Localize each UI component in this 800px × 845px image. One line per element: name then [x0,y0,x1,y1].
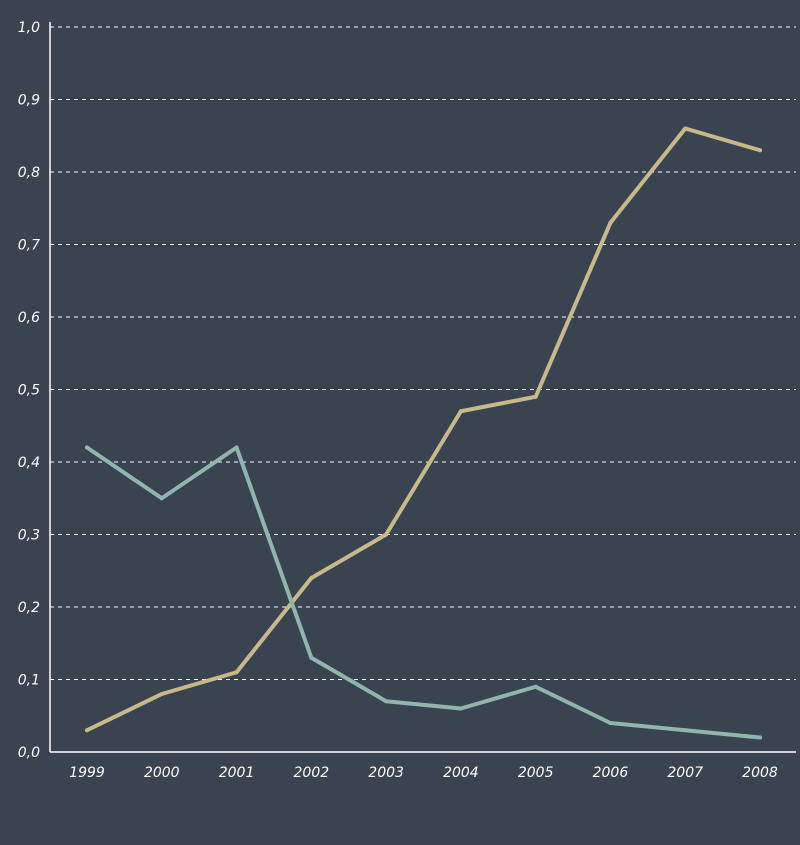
y-tick-label: 0,4 [18,455,40,471]
series-teal-point [758,735,762,740]
series-teal-point [384,699,389,704]
y-tick-label: 0,9 [18,93,40,109]
y-tick-label: 0,5 [18,383,40,399]
x-tick-label: 2007 [667,765,703,781]
series-tan-point [234,670,239,675]
series-teal-point [309,655,314,660]
series-teal-point [159,496,164,501]
y-tick-label: 0,8 [18,165,40,181]
series-teal-point [458,706,463,711]
series-teal-line [85,445,762,740]
grid-lines [50,26,796,680]
y-tick-label: 1,0 [18,20,40,36]
series-teal-point [608,721,613,725]
x-tick-label: 2001 [219,765,255,781]
series-tan-point [159,692,164,696]
series-tan-line [85,126,762,733]
y-tick-label: 0,0 [18,745,40,761]
series-tan-point [758,148,762,153]
y-tick-label: 0,2 [18,600,40,616]
series-tan-point [384,532,389,537]
series-teal-point [234,445,239,450]
series-lines [85,126,762,740]
series-tan-point [683,126,688,131]
x-axis-ticks: 1999 2000 2001 2002 2003 2004 2005 2006 2007 2008 [69,765,778,781]
y-tick-label: 0,7 [18,238,40,254]
y-tick-label: 0,1 [18,673,40,689]
series-teal-point [683,728,688,733]
series-teal-point [85,445,89,450]
y-tick-label: 0,6 [18,310,40,326]
series-tan-point [309,576,314,580]
x-tick-label: 2004 [443,765,479,781]
x-tick-label: 2006 [593,765,629,781]
x-tick-label: 2003 [368,765,404,781]
y-axis-ticks: 0,0 0,1 0,2 0,3 0,4 0,5 0,6 0,7 0,8 0,9 1,0 [18,20,40,761]
x-tick-label: 2002 [294,765,330,781]
series-tan-point [458,409,463,414]
series-tan-point [533,394,538,399]
y-tick-label: 0,3 [18,528,40,544]
x-tick-label: 2005 [518,765,554,781]
x-tick-label: 1999 [69,765,105,781]
x-tick-label: 2008 [742,765,778,781]
series-tan-point [608,220,613,225]
x-tick-label: 2000 [144,765,180,781]
series-teal-point [533,684,538,689]
series-tan-point [85,728,89,733]
